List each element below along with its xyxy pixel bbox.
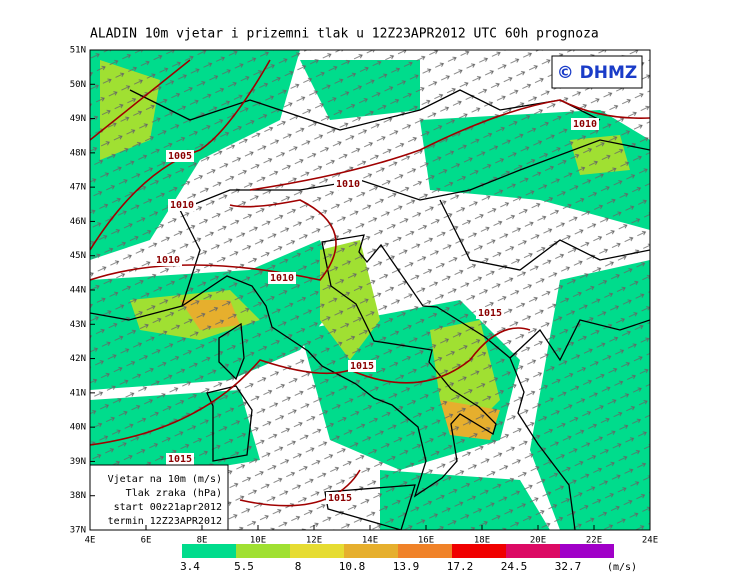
lat-label: 47N [70,183,86,193]
lat-label: 39N [70,457,86,467]
colorbar-swatch [452,544,506,558]
colorbar-swatch [506,544,560,558]
isobar-label: 1010 [170,200,194,211]
isobar-label: 1010 [270,273,294,284]
info-line: Tlak zraka (hPa) [126,488,222,499]
isobar-label: 1010 [336,179,360,190]
isobar-label-bg [348,360,376,372]
isobar-label: 1015 [168,454,192,465]
isobar-label-bg [476,307,504,319]
isobar-label-bg [334,178,362,190]
lat-label: 50N [70,80,86,90]
lat-label: 43N [70,320,86,330]
isobar-label-bg [268,272,296,284]
colorbar-label: 3.4 [180,560,200,573]
isobars [90,59,650,507]
lon-label: 4E [85,536,96,546]
lon-label: 14E [362,536,378,546]
lat-label: 37N [70,526,86,536]
lat-label: 45N [70,251,86,261]
logo-box [551,55,643,89]
info-line: termin 12Z23APR2012 [108,516,222,527]
colorbar-swatch [398,544,452,558]
info-box [89,464,229,531]
isobar-label-bg [166,453,194,465]
info-line: start 00z21apr2012 [114,502,222,513]
map-title: ALADIN 10m vjetar i prizemni tlak u 12Z2… [90,27,599,42]
lon-label: 16E [418,536,434,546]
isobar-label: 1010 [156,255,180,266]
isobar-label-bg [154,254,182,266]
lat-label: 38N [70,491,86,501]
colorbar-label: 5.5 [234,560,254,573]
colorbar-label: 8 [295,560,302,573]
colorbar-label: 32.7 [555,560,582,573]
colorbar-label: 10.8 [339,560,366,573]
isobar-label: 1015 [478,308,502,319]
isobar-label: 1005 [168,151,192,162]
isobar-label-bg [326,492,354,504]
colorbar-swatch [236,544,290,558]
isobar-label: 1010 [573,119,597,130]
lat-label: 41N [70,388,86,398]
isobar-label: 1015 [328,493,352,504]
colorbar-label: 17.2 [447,560,474,573]
isobar-label-bg [168,199,196,211]
colorbar-swatch [182,544,236,558]
colorbar-swatch [344,544,398,558]
lon-label: 12E [306,536,322,546]
lat-label: 44N [70,286,86,296]
isobar-label-bg [166,150,194,162]
colorbar-swatch [290,544,344,558]
lat-label: 51N [70,46,86,56]
lat-label: 42N [70,354,86,364]
colorbar-label: 24.5 [501,560,528,573]
lat-label: 40N [70,423,86,433]
lat-label: 46N [70,217,86,227]
lon-label: 22E [586,536,602,546]
colorbar-unit: (m/s) [607,562,637,573]
wind-field: 1005 1010 1010 1010 1010 1010 1015 1015 1015 1015 [90,50,650,530]
lon-label: 18E [474,536,490,546]
lat-label: 49N [70,114,86,124]
lat-label: 48N [70,148,86,158]
logo: © DHMZ [557,63,638,83]
colorbar-swatch [560,544,614,558]
lon-label: 6E [141,536,152,546]
isobar-label-bg [571,118,599,130]
lon-label: 8E [197,536,208,546]
info-line: Vjetar na 10m (m/s) [108,474,222,485]
lon-label: 24E [642,536,658,546]
colorbar-label: 13.9 [393,560,420,573]
lon-label: 20E [530,536,546,546]
lon-label: 10E [250,536,266,546]
isobar-label: 1015 [350,361,374,372]
